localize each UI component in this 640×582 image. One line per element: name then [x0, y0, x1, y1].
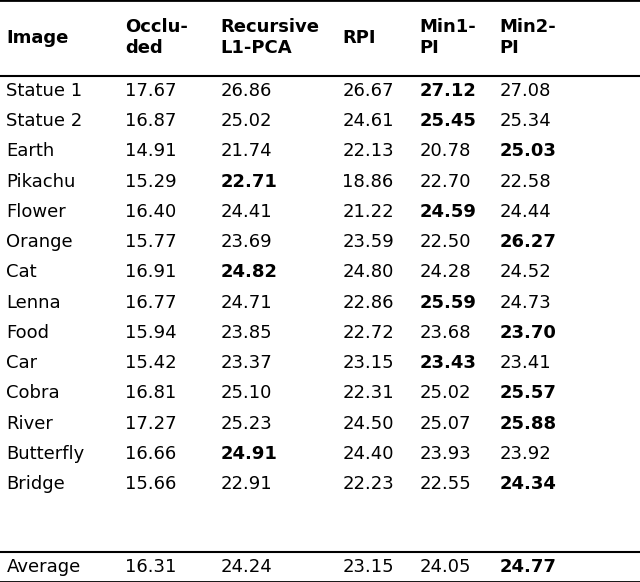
Text: 16.31: 16.31 — [125, 558, 176, 576]
Text: Flower: Flower — [6, 203, 66, 221]
Text: 23.70: 23.70 — [499, 324, 556, 342]
Text: 25.59: 25.59 — [419, 294, 476, 311]
Text: 24.91: 24.91 — [221, 445, 278, 463]
Text: 25.45: 25.45 — [419, 112, 476, 130]
Text: 24.77: 24.77 — [499, 558, 556, 576]
Text: 17.27: 17.27 — [125, 415, 177, 432]
Text: 25.57: 25.57 — [499, 385, 556, 402]
Text: 15.29: 15.29 — [125, 173, 177, 190]
Text: 25.03: 25.03 — [499, 143, 556, 160]
Text: 23.43: 23.43 — [419, 354, 476, 372]
Text: River: River — [6, 415, 53, 432]
Text: 24.34: 24.34 — [499, 475, 556, 493]
Text: 24.61: 24.61 — [342, 112, 394, 130]
Text: 15.77: 15.77 — [125, 233, 177, 251]
Text: 27.08: 27.08 — [499, 82, 550, 100]
Text: 24.44: 24.44 — [499, 203, 551, 221]
Text: 25.10: 25.10 — [221, 385, 272, 402]
Text: 24.40: 24.40 — [342, 445, 394, 463]
Text: 23.68: 23.68 — [419, 324, 470, 342]
Text: Min2-
PI: Min2- PI — [499, 19, 556, 57]
Text: 23.93: 23.93 — [419, 445, 471, 463]
Text: Image: Image — [6, 29, 68, 47]
Text: Orange: Orange — [6, 233, 73, 251]
Text: 22.31: 22.31 — [342, 385, 394, 402]
Text: 16.66: 16.66 — [125, 445, 176, 463]
Text: Bridge: Bridge — [6, 475, 65, 493]
Text: 25.88: 25.88 — [499, 415, 556, 432]
Text: 21.22: 21.22 — [342, 203, 394, 221]
Text: Cat: Cat — [6, 264, 37, 281]
Text: Average: Average — [6, 558, 81, 576]
Text: Earth: Earth — [6, 143, 54, 160]
Text: 24.52: 24.52 — [499, 264, 551, 281]
Text: 17.67: 17.67 — [125, 82, 176, 100]
Text: 16.77: 16.77 — [125, 294, 176, 311]
Text: Food: Food — [6, 324, 49, 342]
Text: 24.59: 24.59 — [419, 203, 476, 221]
Text: 26.27: 26.27 — [499, 233, 556, 251]
Text: 24.05: 24.05 — [419, 558, 470, 576]
Text: 22.91: 22.91 — [221, 475, 273, 493]
Text: 15.94: 15.94 — [125, 324, 177, 342]
Text: 24.71: 24.71 — [221, 294, 273, 311]
Text: 25.02: 25.02 — [221, 112, 272, 130]
Text: 27.12: 27.12 — [419, 82, 476, 100]
Text: 22.86: 22.86 — [342, 294, 394, 311]
Text: 22.71: 22.71 — [221, 173, 278, 190]
Text: 23.15: 23.15 — [342, 558, 394, 576]
Text: 16.81: 16.81 — [125, 385, 176, 402]
Text: 14.91: 14.91 — [125, 143, 176, 160]
Text: 15.66: 15.66 — [125, 475, 176, 493]
Text: Car: Car — [6, 354, 38, 372]
Text: 22.50: 22.50 — [419, 233, 470, 251]
Text: 22.72: 22.72 — [342, 324, 394, 342]
Text: 24.24: 24.24 — [221, 558, 273, 576]
Text: Lenna: Lenna — [6, 294, 61, 311]
Text: RPI: RPI — [342, 29, 376, 47]
Text: 22.23: 22.23 — [342, 475, 394, 493]
Text: 16.87: 16.87 — [125, 112, 176, 130]
Text: 18.86: 18.86 — [342, 173, 394, 190]
Text: 16.40: 16.40 — [125, 203, 176, 221]
Text: 23.59: 23.59 — [342, 233, 394, 251]
Text: 26.67: 26.67 — [342, 82, 394, 100]
Text: 24.41: 24.41 — [221, 203, 273, 221]
Text: 25.07: 25.07 — [419, 415, 470, 432]
Text: Recursive
L1-PCA: Recursive L1-PCA — [221, 19, 320, 57]
Text: 21.74: 21.74 — [221, 143, 273, 160]
Text: 23.41: 23.41 — [499, 354, 551, 372]
Text: 22.55: 22.55 — [419, 475, 471, 493]
Text: 22.13: 22.13 — [342, 143, 394, 160]
Text: 20.78: 20.78 — [419, 143, 470, 160]
Text: Cobra: Cobra — [6, 385, 60, 402]
Text: 23.15: 23.15 — [342, 354, 394, 372]
Text: 15.42: 15.42 — [125, 354, 177, 372]
Text: 24.80: 24.80 — [342, 264, 394, 281]
Text: 23.69: 23.69 — [221, 233, 273, 251]
Text: 23.85: 23.85 — [221, 324, 273, 342]
Text: Pikachu: Pikachu — [6, 173, 76, 190]
Text: 25.34: 25.34 — [499, 112, 551, 130]
Text: 16.91: 16.91 — [125, 264, 176, 281]
Text: 25.23: 25.23 — [221, 415, 273, 432]
Text: Occlu-
ded: Occlu- ded — [125, 19, 188, 57]
Text: 22.70: 22.70 — [419, 173, 470, 190]
Text: 24.28: 24.28 — [419, 264, 471, 281]
Text: Statue 2: Statue 2 — [6, 112, 83, 130]
Text: 25.02: 25.02 — [419, 385, 470, 402]
Text: Min1-
PI: Min1- PI — [419, 19, 476, 57]
Text: 24.50: 24.50 — [342, 415, 394, 432]
Text: Butterfly: Butterfly — [6, 445, 84, 463]
Text: 23.37: 23.37 — [221, 354, 273, 372]
Text: 23.92: 23.92 — [499, 445, 551, 463]
Text: 24.82: 24.82 — [221, 264, 278, 281]
Text: 24.73: 24.73 — [499, 294, 551, 311]
Text: Statue 1: Statue 1 — [6, 82, 83, 100]
Text: 22.58: 22.58 — [499, 173, 551, 190]
Text: 26.86: 26.86 — [221, 82, 272, 100]
